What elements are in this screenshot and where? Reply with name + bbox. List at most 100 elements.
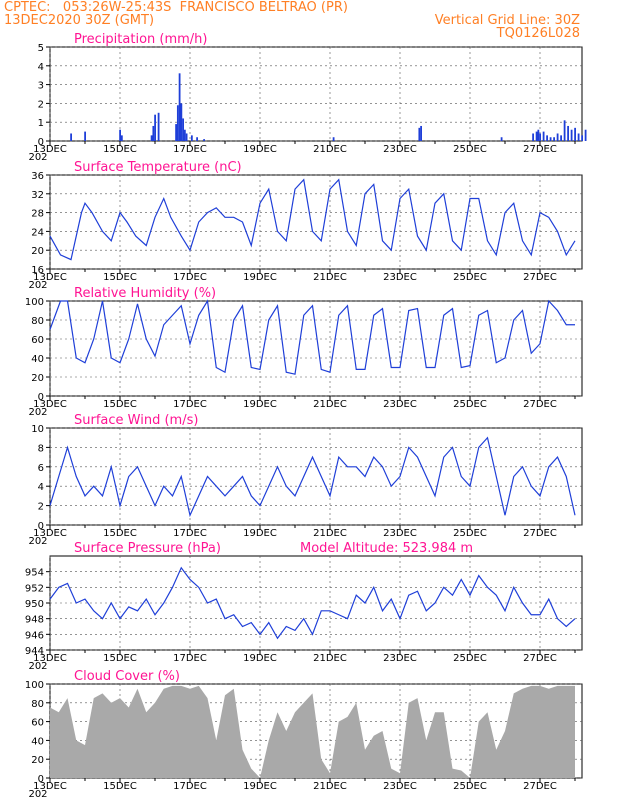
x-tick-label: 15DEC — [103, 781, 137, 792]
y-tick-label: 1 — [38, 118, 44, 129]
x-tick-label: 15DEC — [103, 144, 137, 155]
precip-bar — [157, 112, 160, 141]
precip-bar — [556, 133, 559, 141]
precip-bar — [420, 125, 422, 141]
precip-bar — [570, 129, 573, 141]
precip-bar — [154, 114, 156, 141]
x-tick-label: 23DEC — [383, 528, 417, 539]
x-tick-label: 27DEC — [523, 399, 557, 410]
precip-bar — [150, 135, 153, 141]
series-line — [49, 436, 576, 518]
x-tick-label: 19DEC — [243, 781, 277, 792]
x-tick-label: 25DEC — [453, 781, 487, 792]
x-tick-label: 21DEC — [313, 528, 347, 539]
x-tick-label: 17DEC — [173, 144, 207, 155]
panel-4 — [46, 555, 583, 655]
y-tick-label: 24 — [31, 227, 44, 238]
y-tick-label: 28 — [31, 209, 44, 220]
precip-bar — [584, 129, 587, 141]
y-tick-label: 40 — [31, 736, 44, 747]
panel-0 — [46, 46, 587, 146]
y-tick-label: 4 — [38, 62, 44, 73]
year-label: 202 — [28, 661, 47, 672]
x-tick-label: 23DEC — [383, 399, 417, 410]
x-tick-label: 13DEC — [33, 144, 67, 155]
y-tick-label: 80 — [31, 699, 44, 710]
y-tick-label: 16 — [31, 265, 44, 276]
y-tick-label: 946 — [25, 630, 44, 641]
precip-bar — [203, 139, 205, 141]
panel-5 — [46, 683, 583, 783]
panel-3 — [46, 427, 583, 530]
panel-title: Surface Wind (m/s) — [74, 413, 198, 428]
precip-bar — [574, 127, 576, 141]
y-tick-label: 2 — [38, 99, 44, 110]
x-tick-label: 23DEC — [383, 653, 417, 664]
precip-bar — [581, 135, 583, 141]
panel-title: Surface Temperature (nC) — [74, 160, 242, 175]
precip-bar — [196, 137, 198, 141]
cloud-area — [50, 685, 575, 778]
y-tick-label: 8 — [38, 443, 44, 454]
x-tick-label: 21DEC — [313, 272, 347, 283]
precip-bar — [332, 137, 335, 141]
x-tick-label: 15DEC — [103, 653, 137, 664]
y-tick-label: 10 — [31, 424, 44, 435]
x-tick-label: 25DEC — [453, 144, 487, 155]
y-tick-label: 60 — [31, 718, 44, 729]
x-tick-label: 17DEC — [173, 399, 207, 410]
y-tick-label: 948 — [25, 615, 44, 626]
series-line — [49, 299, 575, 375]
y-tick-label: 0 — [38, 392, 44, 403]
x-tick-label: 13DEC — [33, 653, 67, 664]
header-date: 13DEC2020 30Z (GMT) — [4, 13, 155, 28]
x-tick-label: 19DEC — [243, 653, 277, 664]
x-tick-label: 13DEC — [33, 399, 67, 410]
panel-frame — [49, 174, 583, 270]
header-station: CPTEC: 053:26W-25:43S FRANCISCO BELTRAO … — [4, 0, 348, 15]
header-model-id: TQ0126L028 — [496, 26, 580, 41]
y-tick-label: 20 — [31, 246, 44, 257]
precip-bar — [535, 131, 538, 141]
series-line — [49, 566, 576, 640]
y-tick-label: 954 — [25, 568, 44, 579]
y-tick-label: 60 — [31, 335, 44, 346]
y-tick-label: 100 — [25, 680, 44, 691]
panel-frame — [49, 46, 583, 142]
x-tick-label: 17DEC — [173, 272, 207, 283]
x-tick-label: 17DEC — [173, 528, 207, 539]
y-tick-label: 4 — [38, 482, 44, 493]
x-tick-label: 23DEC — [383, 144, 417, 155]
y-tick-label: 950 — [25, 599, 44, 610]
x-tick-label: 21DEC — [313, 653, 347, 664]
precip-bar — [190, 135, 193, 141]
x-tick-label: 15DEC — [103, 528, 137, 539]
precip-bar — [537, 129, 540, 141]
precip-bar — [182, 118, 184, 141]
precip-bar — [553, 137, 555, 141]
panel-frame — [49, 300, 583, 397]
x-tick-label: 19DEC — [243, 272, 277, 283]
y-tick-label: 80 — [31, 316, 44, 327]
x-tick-label: 27DEC — [523, 272, 557, 283]
y-tick-label: 3 — [38, 81, 44, 92]
y-tick-label: 952 — [25, 583, 44, 594]
y-tick-label: 20 — [31, 373, 44, 384]
year-label: 202 — [28, 152, 47, 163]
y-tick-label: 100 — [25, 297, 44, 308]
panel-frame — [49, 427, 583, 526]
precip-bar — [549, 137, 552, 141]
y-tick-label: 5 — [38, 43, 44, 54]
precip-bar — [175, 124, 177, 141]
year-label: 202 — [28, 280, 47, 291]
precip-bar — [560, 135, 562, 141]
year-label: 202 — [28, 789, 47, 800]
precip-bar — [546, 135, 548, 141]
panel-title: Surface Pressure (hPa) — [74, 541, 221, 556]
y-tick-label: 0 — [38, 137, 44, 148]
precip-bar — [532, 133, 534, 141]
precip-bar — [542, 131, 545, 141]
x-tick-label: 15DEC — [103, 272, 137, 283]
x-tick-label: 19DEC — [243, 144, 277, 155]
